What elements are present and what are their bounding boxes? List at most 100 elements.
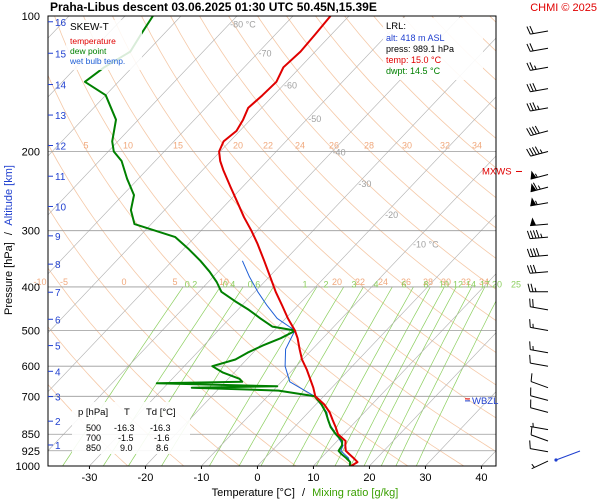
lrl-title: LRL: bbox=[386, 21, 406, 32]
dry-adiabat-label: 24 bbox=[295, 140, 305, 150]
wind-barb-full bbox=[529, 127, 534, 136]
isotherm-label: -50 bbox=[308, 114, 321, 124]
wind-barb bbox=[527, 283, 548, 293]
dry-adiabat-label: 34 bbox=[479, 277, 489, 287]
dry-adiabat-line bbox=[228, 16, 496, 290]
x-tick-label: 30 bbox=[419, 472, 431, 484]
credit-text: CHMI © 2025 bbox=[530, 2, 597, 14]
levels-row-850-p: 850 bbox=[86, 443, 101, 453]
wind-barb-staff bbox=[530, 236, 549, 240]
legend-background bbox=[66, 20, 142, 70]
wind-barb bbox=[526, 62, 549, 71]
isotherm-label: -70 bbox=[259, 48, 272, 58]
altitude-label: 16 bbox=[55, 18, 67, 29]
diagram-labels: 5 10 15 20 22 24 26 28 30 32 34-10 -5 0 5 10 20 22 24 26 28… bbox=[33, 19, 522, 402]
mixing-ratio-label: 3 bbox=[351, 279, 356, 289]
wind-barb-full bbox=[526, 83, 531, 92]
wind-barb-staff bbox=[530, 395, 549, 401]
wind-barb-full bbox=[530, 387, 532, 396]
wind-barb-half bbox=[534, 173, 538, 178]
isotherm-label: -80 °C bbox=[230, 19, 256, 29]
wind-barb-full bbox=[530, 426, 533, 435]
wind-barb-full bbox=[529, 319, 531, 328]
dry-adiabat-line bbox=[286, 16, 496, 229]
y-axis-title: Pressure [hPa] / Altitude [km] bbox=[3, 165, 15, 315]
legend-item-dew-point: dew point bbox=[70, 46, 107, 56]
mixing-ratio-label: 0.6 bbox=[248, 279, 261, 289]
dry-adiabat-label: 20 bbox=[332, 277, 342, 287]
levels-row-700-td: -1.6 bbox=[154, 433, 170, 443]
chart-title: Praha-Libus descent 03.06.2025 01:30 UTC… bbox=[50, 0, 377, 14]
wind-barb-full bbox=[529, 62, 534, 71]
dry-adiabat-line bbox=[170, 16, 496, 354]
mixing-ratio-label: 10 bbox=[439, 279, 449, 289]
plot-frame bbox=[47, 15, 497, 467]
wind-barb-half bbox=[534, 65, 537, 70]
dry-adiabat-line bbox=[519, 16, 600, 466]
wind-barb-full bbox=[526, 230, 531, 239]
wind-barb-full bbox=[529, 440, 531, 449]
y-axis-title-pressure: Pressure [hPa] bbox=[3, 242, 15, 315]
wind-barb bbox=[529, 354, 549, 367]
isotherm-line bbox=[313, 273, 496, 466]
wind-barb-staff bbox=[530, 202, 549, 207]
isotherm-line bbox=[48, 16, 406, 393]
wind-barb bbox=[530, 399, 549, 413]
background-lines bbox=[48, 16, 600, 466]
wind-barb-half bbox=[537, 185, 541, 190]
mixing-ratio-label: 12 bbox=[453, 279, 463, 289]
wind-barb-full bbox=[529, 265, 534, 274]
wind-barb-half bbox=[531, 463, 535, 468]
lrl-altitude: alt: 418 m ASL bbox=[386, 33, 445, 43]
wind-barb-staff bbox=[530, 407, 549, 413]
mixing-ratio-label: 17 bbox=[480, 279, 490, 289]
wind-barbs bbox=[526, 25, 581, 470]
dry-adiabat-label: 26 bbox=[401, 277, 411, 287]
isotherm-line bbox=[257, 214, 496, 466]
wind-barb bbox=[530, 182, 549, 193]
levels-header-t: T bbox=[124, 407, 130, 418]
mixing-ratio-label: 20 bbox=[492, 279, 502, 289]
dry-adiabat-label: 22 bbox=[263, 140, 273, 150]
dewpoint-line bbox=[83, 16, 352, 466]
dry-adiabat-label: 5 bbox=[83, 140, 88, 150]
dry-adiabat-label: 32 bbox=[440, 140, 450, 150]
wind-barb bbox=[526, 229, 549, 240]
lrl-pressure: press: 989.1 hPa bbox=[386, 44, 454, 54]
wind-barb bbox=[530, 170, 549, 180]
wind-barb-full bbox=[535, 229, 540, 239]
surface-wind-vector bbox=[555, 450, 581, 461]
wind-barb-full bbox=[526, 248, 531, 257]
isotherm-line bbox=[48, 16, 238, 216]
isotherm-line bbox=[48, 16, 182, 157]
wind-barb bbox=[530, 426, 549, 442]
x-tick-label: 40 bbox=[475, 472, 487, 484]
wind-barb-full bbox=[532, 264, 537, 273]
dry-adiabat-label: 10 bbox=[219, 277, 229, 287]
wind-barb-half bbox=[532, 345, 534, 351]
sounding-curves bbox=[83, 16, 359, 466]
wind-barb-full bbox=[526, 148, 532, 157]
isotherm-line bbox=[369, 332, 496, 466]
altitude-label: 13 bbox=[55, 111, 67, 122]
wind-barb-full bbox=[532, 82, 537, 91]
dry-adiabat-label: 10 bbox=[123, 140, 133, 150]
y-tick-label: 100 bbox=[22, 11, 40, 23]
wind-barb bbox=[526, 125, 549, 137]
wind-barb-full bbox=[526, 43, 531, 52]
wind-barb bbox=[526, 43, 549, 52]
wind-barb-staff bbox=[530, 381, 549, 389]
dry-adiabat-label: 15 bbox=[173, 140, 183, 150]
dry-adiabat-line bbox=[257, 16, 496, 259]
wind-barb-full bbox=[530, 373, 533, 382]
wind-barb-staff bbox=[530, 448, 549, 453]
wind-barb bbox=[530, 422, 549, 431]
wind-barb bbox=[530, 197, 549, 207]
levels-row-500-td: -16.3 bbox=[150, 423, 171, 433]
mxws-marker: MXWS bbox=[482, 166, 512, 177]
wind-barb-half bbox=[535, 200, 538, 205]
isotherm-line bbox=[48, 16, 462, 452]
mixing-ratio-label: 6 bbox=[401, 279, 406, 289]
y-tick-label: 600 bbox=[22, 361, 40, 373]
y-axis-title-separator: / bbox=[3, 231, 15, 235]
